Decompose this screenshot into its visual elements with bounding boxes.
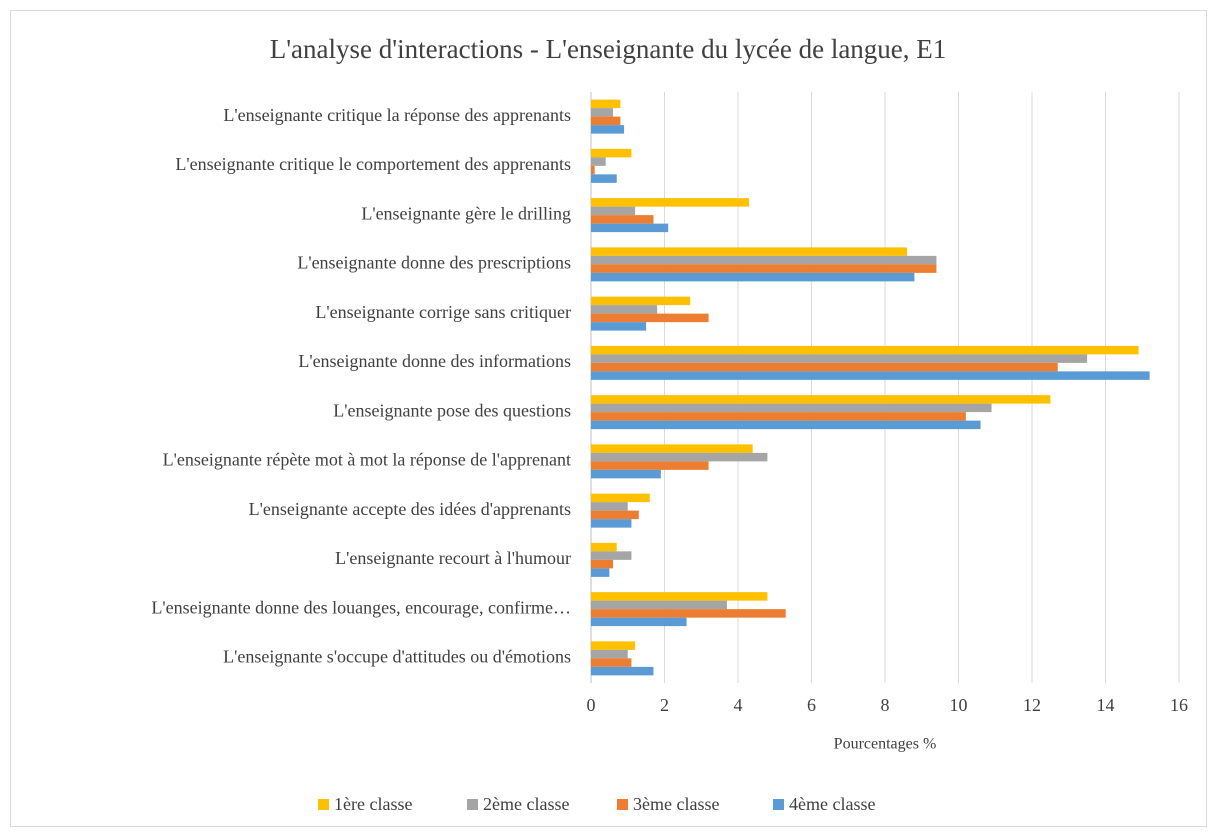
bar: [591, 99, 621, 109]
bar: [591, 354, 1088, 363]
bar: [591, 322, 647, 331]
x-tick-label: 4: [734, 695, 743, 715]
legend-swatch: [773, 799, 784, 810]
bar: [591, 452, 768, 462]
bar: [591, 296, 691, 306]
bar: [591, 174, 617, 183]
y-tick-label: L'enseignante recourt à l'humour: [335, 548, 571, 568]
y-tick-label: L'enseignante accepte des idées d'appren…: [249, 499, 571, 519]
legend-swatch: [467, 799, 478, 810]
y-tick-label: L'enseignante critique le comportement d…: [175, 154, 571, 174]
y-tick-label: L'enseignante gère le drilling: [361, 203, 571, 223]
y-tick-label: L'enseignante donne des louanges, encour…: [151, 597, 571, 617]
bar: [591, 215, 654, 224]
legend-label: 4ème classe: [789, 794, 875, 814]
bar: [591, 148, 632, 158]
bar: [591, 264, 937, 273]
bar: [591, 609, 786, 618]
bar: [591, 510, 639, 520]
x-tick-label: 10: [950, 695, 968, 715]
bar: [591, 461, 709, 470]
bar: [591, 559, 614, 569]
bar: [591, 469, 661, 479]
bar: [591, 542, 617, 552]
bar: [591, 649, 628, 659]
y-tick-label: L'enseignante répète mot à mot la répons…: [163, 450, 571, 470]
y-tick-label: L'enseignante pose des questions: [333, 400, 571, 420]
bar: [591, 666, 654, 676]
bar: [591, 568, 610, 577]
bar: [591, 165, 595, 175]
bar: [591, 420, 981, 430]
bar: [591, 313, 709, 323]
bar: [591, 412, 966, 421]
bar: [591, 125, 625, 134]
bar: [591, 371, 1150, 380]
bar: [591, 206, 636, 216]
x-tick-label: 8: [881, 695, 890, 715]
x-tick-label: 2: [660, 695, 669, 715]
bar: [591, 502, 628, 511]
bar: [591, 305, 658, 314]
bar: [591, 362, 1058, 372]
bar: [591, 519, 632, 528]
legend-label: 2ème classe: [483, 794, 569, 814]
bar: [591, 592, 768, 601]
bar: [591, 157, 606, 166]
bar: [591, 223, 669, 233]
legend-swatch: [318, 799, 329, 810]
bar: [591, 551, 632, 560]
bar: [591, 403, 992, 413]
bar: [591, 272, 915, 282]
bar: [591, 198, 750, 207]
bar: [591, 116, 621, 126]
bar: [591, 600, 727, 610]
y-tick-label: L'enseignante s'occupe d'attitudes ou d'…: [223, 647, 571, 667]
legend-swatch: [617, 799, 628, 810]
bar: [591, 108, 614, 117]
x-axis-title: Pourcentages %: [834, 736, 937, 753]
bar: [591, 493, 650, 503]
legend-label: 1ère classe: [334, 794, 412, 814]
bar: [591, 641, 636, 650]
y-tick-label: L'enseignante corrige sans critiquer: [315, 302, 571, 322]
y-tick-label: L'enseignante donne des prescriptions: [297, 253, 571, 273]
bar: [591, 658, 632, 667]
bar: [591, 395, 1051, 404]
bar: [591, 255, 937, 265]
bar: [591, 444, 753, 453]
bar: [591, 617, 687, 627]
chart-title: L'analyse d'interactions - L'enseignante…: [270, 34, 947, 64]
x-tick-label: 6: [807, 695, 816, 715]
y-tick-label: L'enseignante donne des informations: [298, 351, 571, 371]
bar: [591, 247, 908, 256]
x-tick-label: 0: [587, 695, 596, 715]
x-tick-label: 12: [1023, 695, 1041, 715]
bar: [591, 345, 1139, 355]
y-tick-label: L'enseignante critique la réponse des ap…: [223, 105, 571, 125]
x-tick-label: 16: [1170, 695, 1188, 715]
legend-label: 3ème classe: [633, 794, 719, 814]
x-tick-label: 14: [1097, 695, 1115, 715]
